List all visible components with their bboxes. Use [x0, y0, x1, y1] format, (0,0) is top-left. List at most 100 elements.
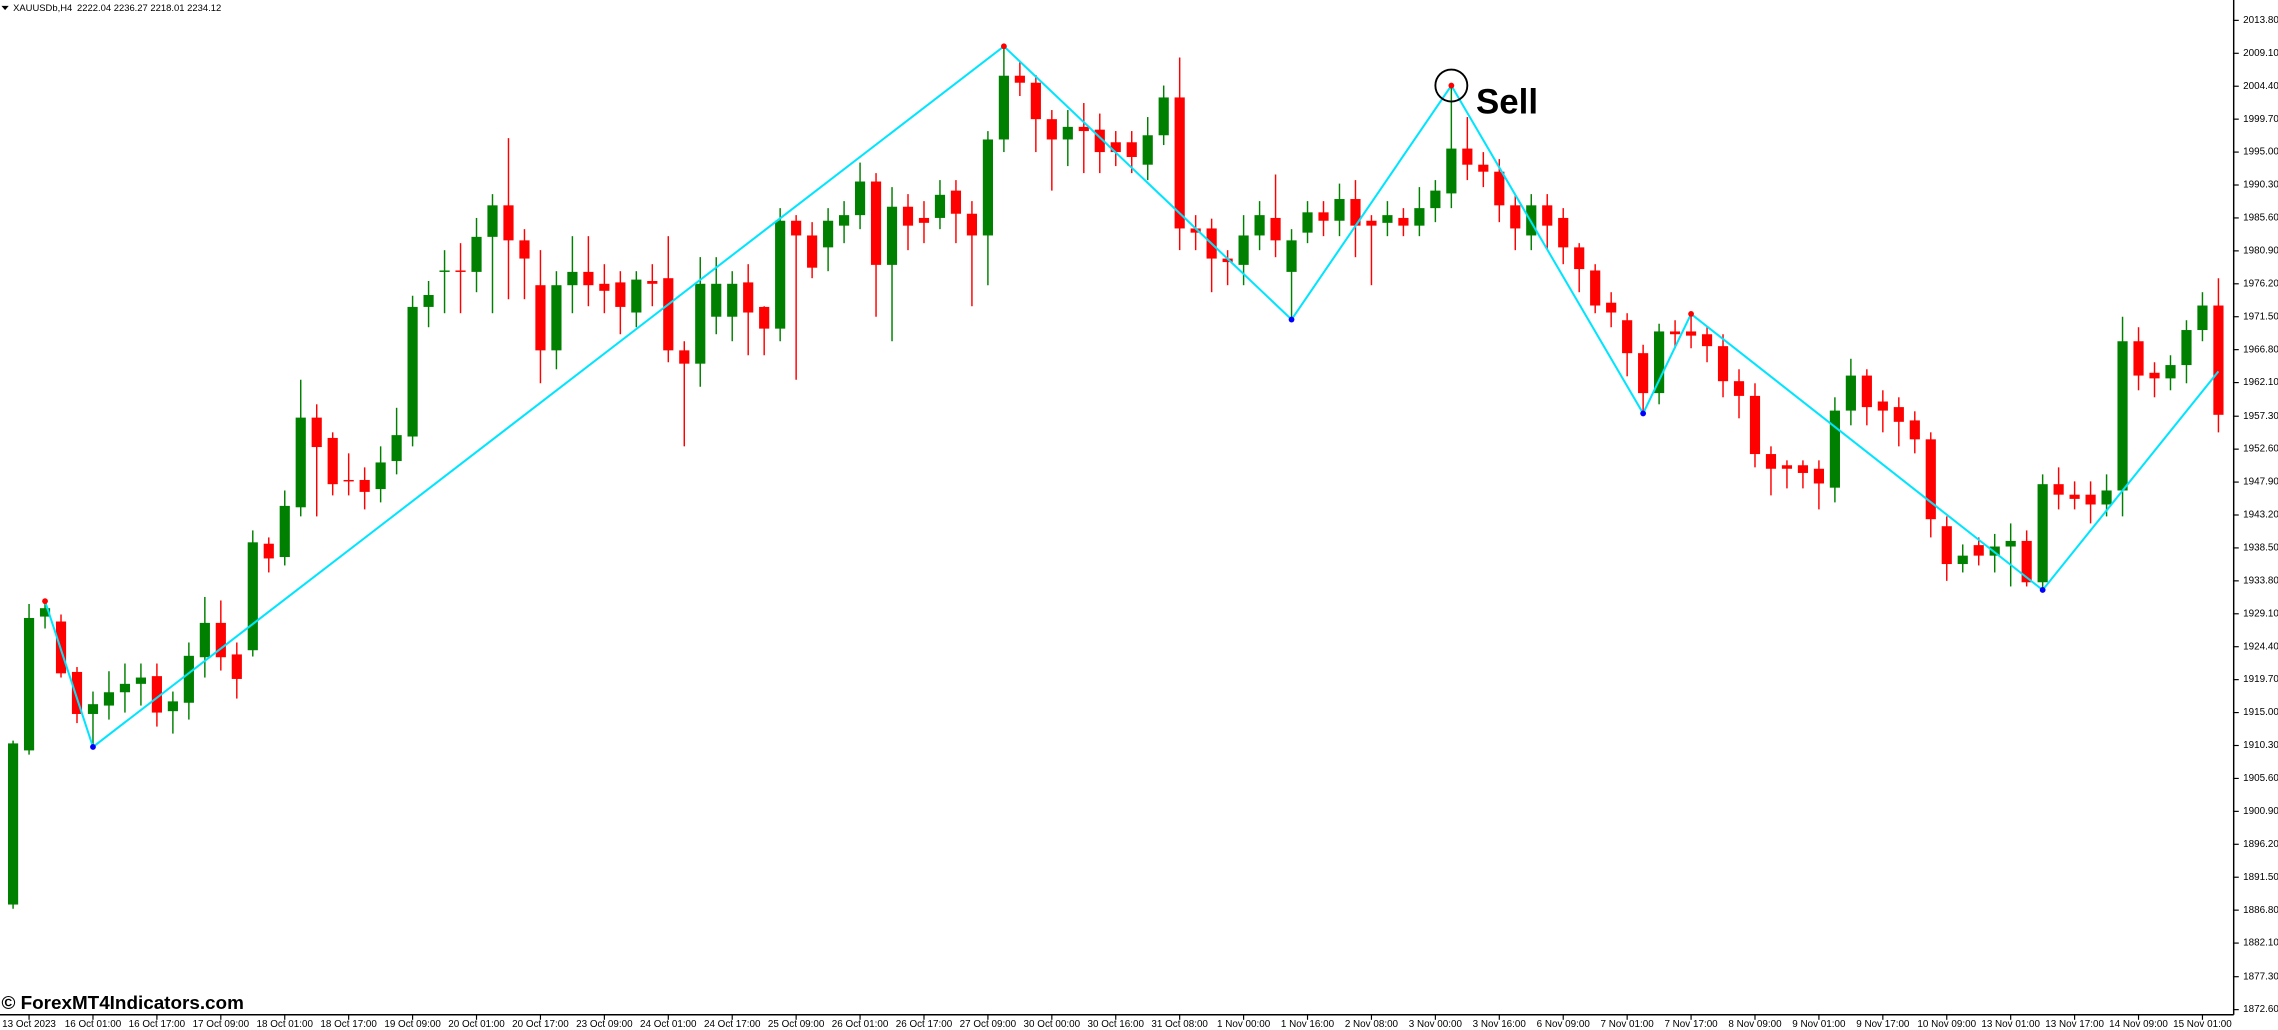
y-tick-label: 1980.90 [2243, 245, 2278, 256]
candle-body [1638, 353, 1649, 394]
zigzag-pivot [1000, 43, 1007, 50]
x-tick-label: 8 Nov 09:00 [1728, 1019, 1782, 1030]
zigzag-pivot [90, 743, 96, 750]
y-tick-label: 1985.60 [2243, 213, 2278, 224]
candle-body [103, 692, 115, 706]
candle-body [1574, 247, 1585, 270]
candle-body [1909, 420, 1920, 440]
candle-body [1190, 228, 1201, 233]
candle-body [1462, 148, 1473, 165]
candle-body [1925, 439, 1936, 520]
candle-body [1318, 212, 1329, 221]
zigzag-pivot [1688, 311, 1694, 317]
y-tick-label: 1962.10 [2243, 377, 2278, 388]
candle-body [1797, 465, 1809, 473]
candle-body [934, 194, 946, 218]
candle-body [647, 280, 658, 284]
y-tick-label: 1952.60 [2243, 444, 2278, 455]
candle-body [439, 270, 450, 272]
candle-body [263, 543, 274, 559]
candle-body [1622, 320, 1633, 354]
candle-body [535, 285, 546, 351]
zigzag-pivot [1288, 316, 1295, 323]
candle-body [2053, 484, 2064, 495]
candle-body [902, 206, 914, 226]
candle-body [886, 206, 898, 265]
y-tick-label: 1947.90 [2243, 477, 2278, 488]
y-tick-label: 1910.30 [2243, 740, 2278, 751]
candle-body [1382, 215, 1393, 223]
candle-body [487, 205, 498, 237]
candle-body [183, 655, 194, 703]
y-tick-label: 1877.30 [2243, 971, 2278, 982]
candle-body [1606, 302, 1617, 313]
candle-body [1765, 454, 1777, 469]
candle-body [1046, 119, 1057, 140]
zigzag-pivot [2039, 587, 2046, 593]
candle-body [151, 676, 162, 713]
candle-body [2149, 372, 2160, 379]
candle-body [471, 236, 482, 272]
candle-body [1350, 199, 1361, 226]
candle-body [1078, 126, 1089, 132]
candle-body [1701, 334, 1713, 347]
x-tick-label: 16 Oct 01:00 [65, 1019, 122, 1030]
y-tick-label: 1999.70 [2243, 114, 2278, 125]
x-tick-label: 7 Nov 01:00 [1601, 1019, 1655, 1030]
x-tick-label: 20 Oct 17:00 [512, 1019, 569, 1030]
candle-body [455, 270, 466, 272]
candle-body [23, 617, 35, 751]
candle-body [1845, 375, 1856, 411]
candle-body [1941, 526, 1952, 565]
candle-body [615, 282, 626, 307]
candle-body [631, 279, 642, 313]
x-tick-label: 20 Oct 01:00 [448, 1019, 505, 1030]
candle-body [2005, 540, 2016, 547]
candle-body [1717, 346, 1729, 382]
y-tick-label: 1882.10 [2243, 938, 2278, 949]
candle-body [838, 215, 850, 226]
candle-body [215, 622, 226, 658]
y-tick-label: 1938.50 [2243, 543, 2278, 554]
x-tick-label: 9 Nov 01:00 [1792, 1019, 1846, 1030]
candle-body [823, 220, 834, 248]
zigzag-pivot [1640, 410, 1647, 417]
y-tick-label: 1900.90 [2243, 806, 2278, 817]
y-tick-label: 1929.10 [2243, 608, 2278, 619]
candle-body [1414, 208, 1425, 226]
candle-body [7, 743, 19, 905]
candle-body [1254, 215, 1265, 236]
candle-body [119, 683, 131, 693]
menu-triangle[interactable] [1, 5, 9, 11]
candle-body [2213, 305, 2224, 415]
candle-body [39, 608, 51, 617]
candle-body [599, 283, 610, 291]
x-tick-label: 24 Oct 01:00 [640, 1019, 697, 1030]
x-tick-label: 18 Oct 17:00 [320, 1019, 377, 1030]
candle-body [918, 217, 930, 223]
candle-body [679, 350, 690, 364]
candle-body [775, 220, 786, 329]
candle-body [1829, 410, 1840, 488]
x-tick-label: 30 Oct 00:00 [1024, 1019, 1081, 1030]
x-tick-label: 9 Nov 17:00 [1856, 1019, 1910, 1030]
candle-body [1158, 97, 1169, 136]
candle-body [950, 190, 962, 214]
x-tick-label: 13 Oct 2023 [2, 1019, 56, 1030]
candle-body [2165, 365, 2176, 379]
candle-body [807, 235, 818, 268]
y-tick-label: 1957.30 [2243, 411, 2278, 422]
x-tick-label: 13 Nov 01:00 [1981, 1019, 2040, 1030]
x-tick-label: 13 Nov 17:00 [2045, 1019, 2104, 1030]
candle-body [1014, 75, 1025, 83]
y-tick-label: 1891.50 [2243, 872, 2278, 883]
y-tick-label: 1872.60 [2243, 1004, 2278, 1015]
y-tick-label: 1966.80 [2243, 344, 2278, 355]
candle-body [1733, 381, 1745, 396]
candle-body [2085, 494, 2096, 505]
candle-body [2037, 484, 2048, 583]
candle-body [2101, 490, 2112, 505]
candle-body [663, 278, 674, 351]
candle-body [1861, 375, 1872, 408]
